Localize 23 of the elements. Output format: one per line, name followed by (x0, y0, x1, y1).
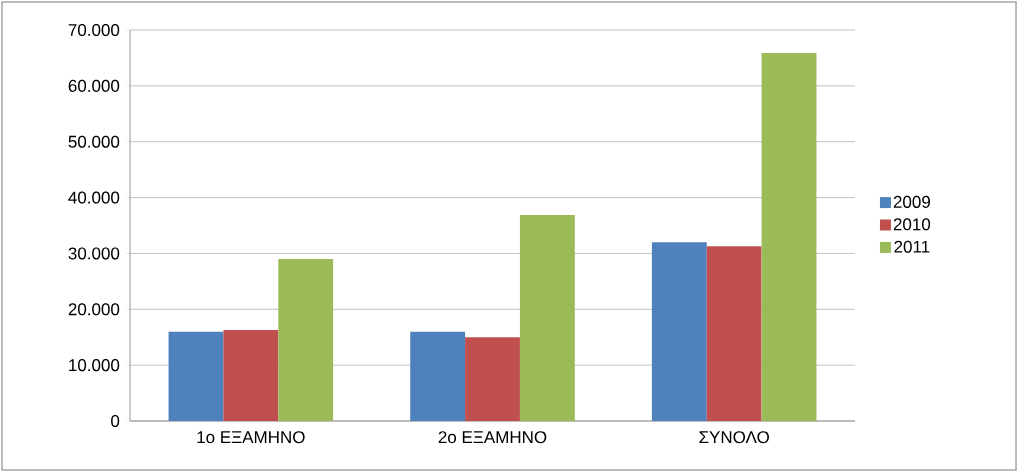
bar (706, 246, 762, 421)
y-tick-label: 0 (111, 414, 120, 428)
bar (168, 331, 224, 421)
y-tick-label: 50.000 (68, 135, 120, 148)
legend-label: 2011 (894, 240, 930, 253)
bar (223, 329, 279, 421)
bar (465, 337, 520, 421)
y-tick-label: 20.000 (68, 303, 120, 316)
legend-label: 2010 (893, 218, 931, 231)
bar (519, 214, 575, 421)
y-tick-label: 30.000 (68, 247, 120, 260)
bar (651, 242, 707, 421)
x-tick-label: 1ο ΕΞΑΜΗΝΟ (197, 431, 305, 444)
x-tick-label: 2ο ΕΞΑΜΗΝΟ (438, 431, 547, 444)
y-tick-label: 40.000 (68, 191, 120, 204)
bar (410, 331, 466, 421)
y-tick-label: 10.000 (69, 359, 120, 372)
y-tick-label: 60.000 (68, 79, 120, 92)
x-tick-label: ΣΥΝΟΛΟ (699, 431, 769, 444)
bar (761, 52, 817, 421)
y-tick-label: 70.000 (68, 23, 120, 37)
bar (278, 259, 334, 421)
legend-label: 2009 (893, 195, 930, 208)
